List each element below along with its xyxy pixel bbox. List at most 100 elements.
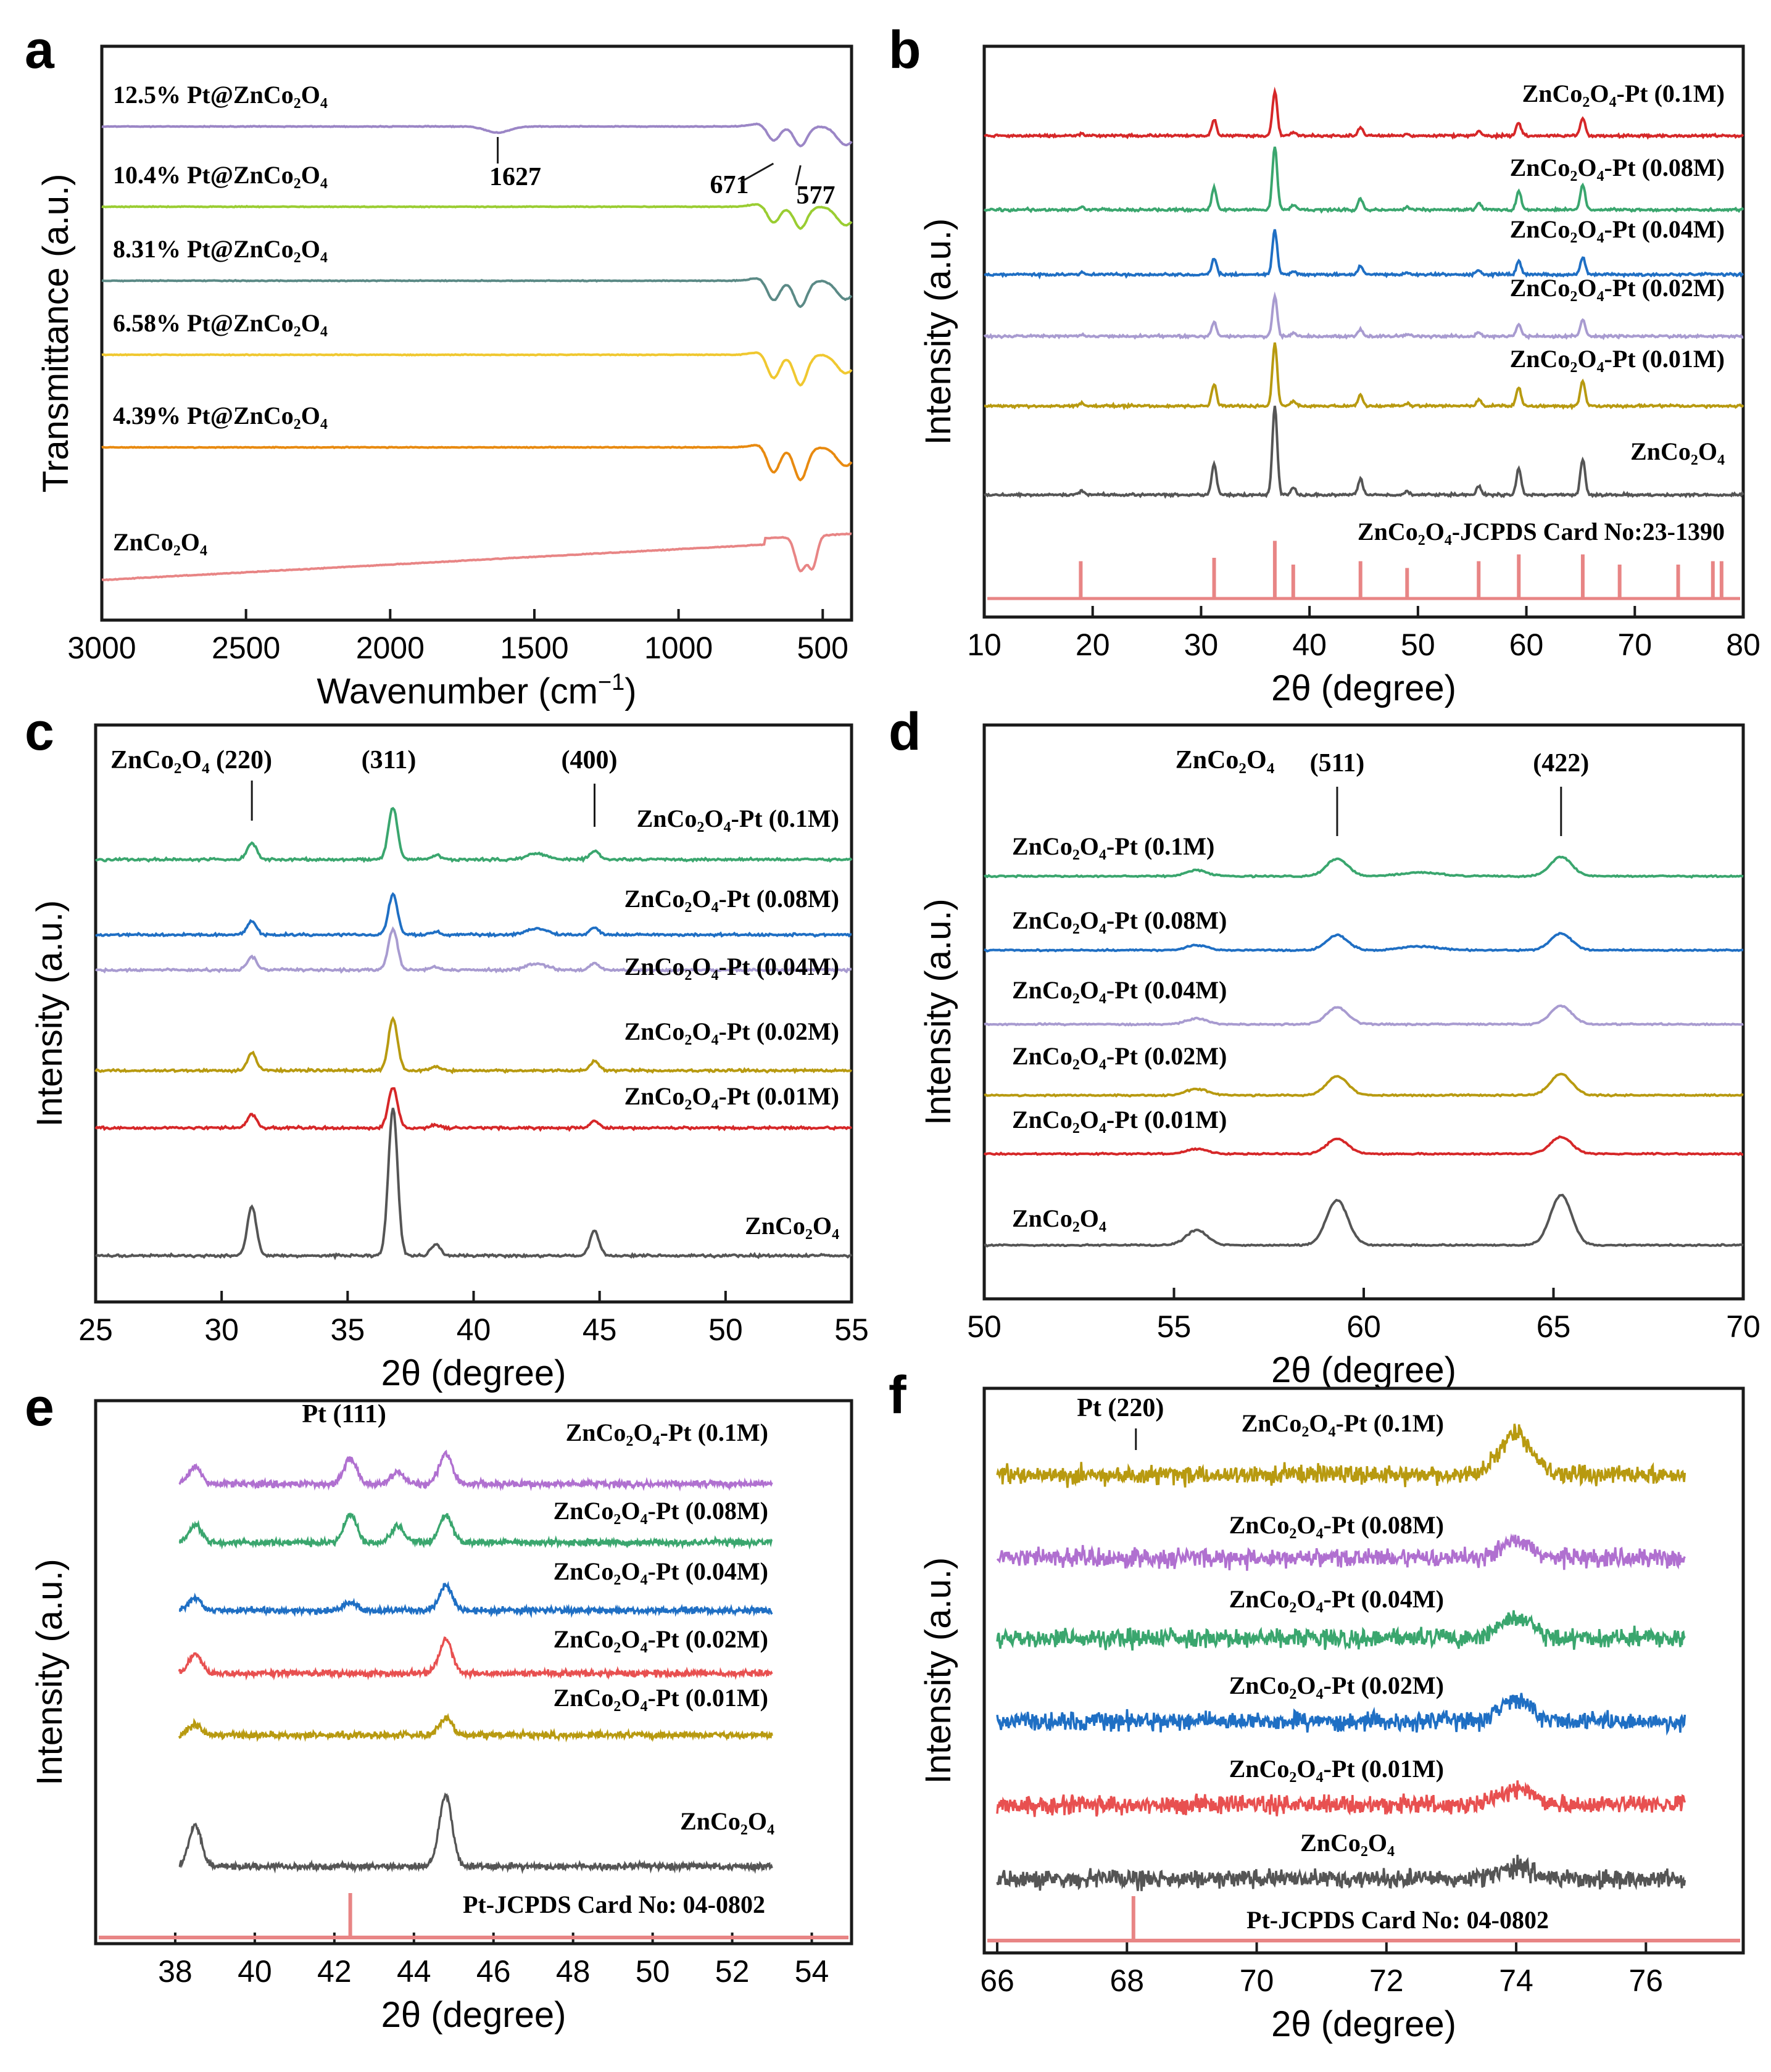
xrd-line: [996, 1610, 1686, 1651]
series-label: ZnCo₂O₄-Pt (0.1M): [1242, 1409, 1444, 1437]
xrd-line: [178, 1449, 773, 1492]
x-tick-label: 40: [238, 1954, 272, 1989]
xrd-line: [984, 229, 1744, 280]
series-label: ZnCo₂O₄-Pt (0.01M): [1229, 1755, 1444, 1783]
x-tick-label: 66: [980, 1963, 1014, 1998]
xrd-line: [983, 291, 1744, 341]
xrd-line: [94, 1016, 852, 1075]
series-label: ZnCo₂O₄-Pt (0.08M): [554, 1497, 768, 1525]
series-label: ZnCo₂O₄-Pt (0.08M): [1229, 1511, 1444, 1539]
xrd-line: [178, 1581, 773, 1618]
y-axis-label: Intensity (a.u.): [918, 898, 958, 1125]
x-tick-label: 80: [1726, 628, 1761, 662]
plot-frame-f: [982, 1386, 1745, 1955]
xrd-line: [178, 1636, 773, 1681]
x-tick-label: 60: [1509, 628, 1544, 662]
annotation-arrow: [740, 162, 774, 183]
x-tick-label: 50: [1401, 628, 1435, 662]
ftir-line: [101, 277, 853, 309]
x-tick-label: 68: [1109, 1963, 1144, 1998]
xrd-line: [996, 1533, 1686, 1571]
series-label: ZnCo₂O₄-Pt (0.08M): [1510, 154, 1725, 181]
series-label: ZnCo₂O₄: [1630, 437, 1725, 465]
ftir-line: [101, 203, 853, 230]
hkl-label: ZnCo₂O₄ (220): [110, 746, 272, 774]
x-tick-label: 40: [1292, 628, 1327, 662]
x-tick-label: 2000: [356, 631, 425, 665]
series-label: ZnCo₂O₄-Pt (0.1M): [1012, 832, 1214, 860]
x-tick-label: 50: [967, 1309, 1002, 1344]
hkl-label: ZnCo₂O₄: [1176, 746, 1275, 774]
panel-letter-e: e: [25, 1378, 54, 1437]
x-axis-label: Wavenumber (cm−1): [317, 669, 636, 711]
y-axis-label: Transmittance (a.u.): [36, 174, 76, 493]
series-label: ZnCo₂O₄-JCPDS Card No:23-1390: [1358, 518, 1725, 545]
series-label: ZnCo₂O₄-Pt (0.04M): [1229, 1585, 1444, 1613]
series-label: ZnCo₂O₄-Pt (0.01M): [1012, 1106, 1227, 1133]
x-tick-label: 70: [1240, 1963, 1274, 1998]
series-label: Pt-JCPDS Card No: 04-0802: [463, 1891, 765, 1918]
series-label: 10.4% Pt@ZnCo₂O₄: [113, 161, 328, 189]
x-tick-label: 30: [204, 1312, 239, 1347]
xrd-line: [178, 1713, 773, 1743]
peak-annotation: 671: [710, 171, 749, 199]
series-label: ZnCo₂O₄-Pt (0.02M): [1012, 1042, 1227, 1070]
y-axis-label: Intensity (a.u.): [30, 900, 70, 1127]
series-label: ZnCo₂O₄-Pt (0.01M): [554, 1684, 768, 1712]
x-tick-label: 45: [583, 1312, 617, 1347]
xrd-line: [996, 1693, 1686, 1736]
series-label: ZnCo₂O₄: [1300, 1829, 1395, 1857]
series-label: ZnCo₂O₄-Pt (0.1M): [1522, 80, 1725, 107]
x-tick-label: 500: [797, 631, 848, 665]
x-tick-label: 55: [834, 1312, 869, 1347]
series-label: ZnCo₂O₄-Pt (0.1M): [637, 805, 839, 832]
xrd-line: [984, 932, 1744, 953]
series-label: ZnCo₂O₄-Pt (0.01M): [1510, 345, 1725, 373]
x-tick-label: 70: [1726, 1309, 1761, 1344]
xrd-line: [996, 1423, 1686, 1488]
x-tick-label: 42: [317, 1954, 352, 1989]
xrd-line: [996, 1780, 1686, 1817]
x-tick-label: 76: [1628, 1963, 1663, 1998]
xrd-line: [983, 146, 1744, 214]
y-axis-label: Intensity (a.u.): [918, 1557, 958, 1784]
x-tick-label: 54: [795, 1954, 829, 1989]
x-tick-label: 10: [967, 628, 1002, 662]
annotation-arrow: [795, 165, 802, 186]
series-label: ZnCo₂O₄: [680, 1807, 774, 1835]
series-label: ZnCo₂O₄-Pt (0.04M): [624, 953, 839, 980]
xrd-line: [95, 926, 852, 974]
x-tick-label: 2500: [212, 631, 280, 665]
xrd-line: [94, 806, 853, 863]
x-tick-label: 60: [1346, 1309, 1381, 1344]
x-tick-label: 1000: [644, 631, 713, 665]
x-tick-label: 38: [158, 1954, 193, 1989]
xrd-line: [95, 892, 852, 939]
x-tick-label: 46: [476, 1954, 511, 1989]
xrd-line: [94, 1108, 853, 1261]
series-label: ZnCo₂O₄-Pt (0.02M): [554, 1625, 768, 1653]
x-tick-label: 74: [1499, 1963, 1533, 1998]
series-label: ZnCo₂O₄-Pt (0.04M): [1510, 215, 1725, 243]
ftir-line: [101, 532, 852, 582]
peak-label: Pt (111): [302, 1400, 386, 1428]
series-label: ZnCo₂O₄: [1012, 1204, 1106, 1232]
series-label: 12.5% Pt@ZnCo₂O₄: [113, 81, 328, 109]
plot-frame-a: [100, 44, 853, 622]
x-tick-label: 1500: [500, 631, 568, 665]
panel-letter-a: a: [25, 20, 55, 80]
ftir-line: [101, 351, 853, 387]
x-tick-label: 70: [1617, 628, 1652, 662]
x-tick-label: 25: [78, 1312, 113, 1347]
xrd-line: [94, 1087, 853, 1132]
series-label: ZnCo₂O₄: [113, 528, 207, 556]
x-tick-label: 30: [1184, 628, 1219, 662]
x-tick-label: 20: [1076, 628, 1110, 662]
series-label: 4.39% Pt@ZnCo₂O₄: [113, 402, 328, 429]
x-tick-label: 65: [1537, 1309, 1571, 1344]
xrd-line: [984, 855, 1744, 879]
x-axis-label: 2θ (degree): [381, 1353, 566, 1393]
panel-letter-d: d: [889, 702, 921, 761]
x-tick-label: 48: [556, 1954, 591, 1989]
